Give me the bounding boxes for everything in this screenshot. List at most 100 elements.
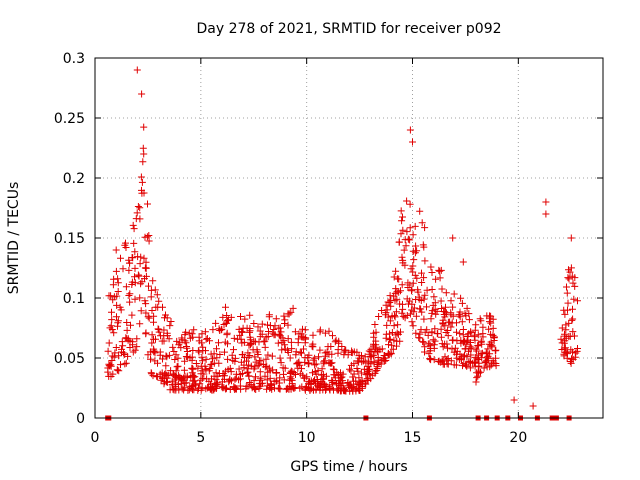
data-point — [466, 342, 474, 350]
data-point — [122, 359, 130, 367]
data-point — [245, 361, 253, 369]
data-point — [133, 343, 141, 351]
data-point — [240, 338, 248, 346]
data-point — [121, 241, 129, 249]
data-point — [397, 287, 404, 295]
data-point — [364, 370, 372, 377]
data-point — [169, 385, 177, 393]
data-point — [279, 364, 287, 372]
data-point — [183, 348, 191, 355]
data-point — [224, 355, 232, 363]
data-point — [227, 368, 235, 376]
data-point — [459, 326, 467, 333]
data-point — [147, 293, 155, 301]
data-point — [265, 364, 273, 372]
data-point — [241, 315, 249, 323]
data-point — [145, 282, 152, 290]
data-point — [276, 385, 284, 393]
data-point — [358, 383, 366, 390]
data-point — [405, 300, 412, 308]
data-point — [232, 374, 240, 382]
data-point — [125, 292, 133, 299]
data-point — [442, 303, 449, 311]
data-point — [169, 343, 177, 351]
data-point — [183, 344, 191, 352]
data-point — [353, 365, 361, 372]
data-point — [257, 357, 265, 365]
data-point — [131, 295, 139, 303]
data-point — [177, 344, 185, 352]
data-point — [318, 365, 326, 373]
data-point — [391, 313, 399, 321]
data-point — [458, 356, 465, 364]
data-point — [284, 335, 292, 343]
data-point — [340, 348, 348, 356]
data-point — [146, 348, 154, 356]
data-point — [406, 200, 414, 208]
data-point — [442, 289, 450, 297]
data-point — [216, 351, 224, 358]
data-point — [272, 369, 280, 377]
data-point — [423, 326, 431, 334]
data-point — [161, 314, 168, 322]
data-point — [270, 326, 278, 333]
data-point — [392, 308, 400, 316]
data-point — [105, 292, 113, 300]
data-point — [114, 317, 122, 325]
data-point — [449, 234, 457, 242]
data-point — [420, 274, 428, 282]
data-point — [261, 363, 269, 371]
data-point — [382, 334, 390, 342]
data-point — [569, 279, 577, 287]
data-point — [134, 271, 142, 279]
data-point — [129, 221, 137, 229]
axes: 0 0.05 0.1 0.15 0.2 0.25 0.3 0 5 10 15 20 — [54, 51, 604, 446]
data-point — [195, 333, 203, 341]
data-point — [475, 351, 483, 359]
data-point — [108, 308, 115, 316]
data-points — [104, 66, 581, 410]
data-point — [128, 311, 136, 319]
data-point — [291, 328, 299, 336]
data-point — [334, 349, 342, 357]
data-point — [142, 300, 150, 308]
data-point — [272, 377, 280, 385]
data-point — [165, 335, 173, 343]
data-point — [403, 228, 411, 236]
data-point — [412, 312, 420, 320]
data-point — [463, 362, 471, 370]
data-point — [163, 329, 171, 337]
data-point — [463, 337, 471, 345]
data-point — [377, 356, 385, 364]
data-point — [388, 341, 396, 349]
data-point — [136, 294, 144, 302]
data-point — [430, 293, 438, 301]
data-point — [335, 339, 343, 347]
data-point — [136, 204, 144, 212]
data-point — [424, 340, 432, 348]
data-point — [149, 277, 157, 285]
data-point — [394, 321, 402, 329]
data-point — [569, 315, 577, 323]
data-point — [474, 372, 482, 380]
data-point — [431, 337, 439, 345]
data-point — [429, 336, 437, 344]
data-point — [199, 347, 207, 355]
data-point — [244, 382, 252, 390]
data-point — [143, 233, 151, 241]
y-tick-label: 0.2 — [63, 171, 85, 187]
data-point — [413, 247, 421, 255]
data-point — [285, 383, 293, 390]
data-point — [391, 297, 399, 305]
data-point — [432, 275, 440, 283]
data-point — [307, 380, 315, 388]
data-point — [300, 345, 307, 353]
data-point — [409, 322, 417, 330]
data-point — [557, 335, 565, 343]
data-point — [477, 317, 485, 325]
data-point — [224, 317, 231, 325]
data-point — [437, 297, 445, 305]
data-point — [406, 224, 414, 232]
data-point — [215, 325, 223, 333]
data-point — [130, 239, 138, 247]
